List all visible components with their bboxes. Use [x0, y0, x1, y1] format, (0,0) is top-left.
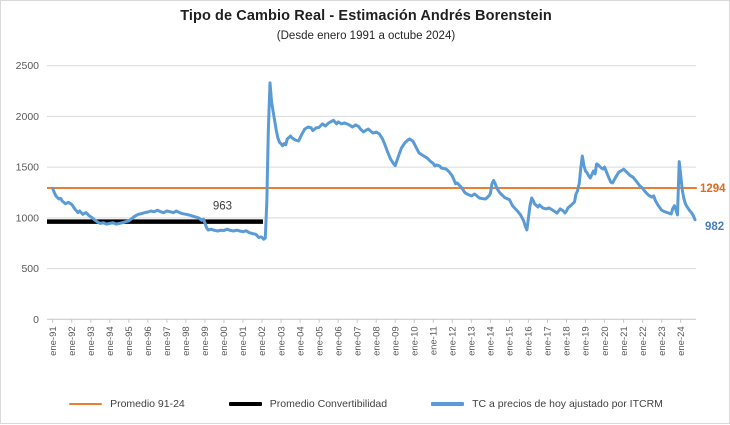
- y-tick-label: 1500: [16, 162, 40, 174]
- x-tick-label: ene-19: [581, 326, 592, 356]
- x-tick-label: ene-93: [86, 326, 97, 356]
- legend: Promedio 91-24 Promedio Convertibilidad …: [1, 394, 730, 414]
- legend-item-promedio-convertibilidad: Promedio Convertibilidad: [228, 398, 388, 410]
- x-tick-label: ene-96: [143, 326, 154, 356]
- promedio-convertibilidad-value-label: 963: [213, 201, 232, 213]
- x-tick-label: ene-17: [543, 326, 554, 356]
- y-tick-label: 0: [33, 314, 39, 326]
- orange-line-swatch-icon: [69, 403, 103, 405]
- x-tick-label: ene-14: [486, 326, 497, 356]
- x-tick-label: ene-12: [448, 326, 459, 356]
- x-axis-ticks: [52, 319, 682, 323]
- x-tick-label: ene-22: [638, 326, 649, 356]
- x-tick-label: ene-05: [314, 326, 325, 356]
- x-tick-label: ene-07: [352, 326, 363, 356]
- y-tick-label: 1000: [16, 212, 40, 224]
- x-tick-label: ene-13: [467, 326, 478, 356]
- y-axis-labels: 0 500 1000 1500 2000 2500: [16, 60, 40, 326]
- x-tick-label: ene-04: [295, 326, 306, 356]
- legend-label: Promedio 91-24: [110, 398, 185, 410]
- black-line-swatch-icon: [228, 402, 262, 406]
- x-tick-label: ene-09: [390, 326, 401, 356]
- x-tick-label: ene-03: [276, 326, 287, 356]
- legend-label: Promedio Convertibilidad: [269, 398, 388, 410]
- x-tick-label: ene-02: [257, 326, 268, 356]
- x-tick-label: ene-16: [524, 326, 535, 356]
- x-tick-label: ene-99: [200, 326, 211, 356]
- x-tick-label: ene-18: [562, 326, 573, 356]
- x-tick-label: ene-21: [619, 326, 630, 356]
- x-tick-label: ene-98: [181, 326, 192, 356]
- x-tick-label: ene-95: [124, 326, 135, 356]
- x-tick-label: ene-06: [333, 326, 344, 356]
- legend-item-tc-itcrm: TC a precios de hoy ajustado por ITCRM: [431, 398, 663, 410]
- y-tick-label: 2500: [16, 60, 40, 72]
- x-tick-label: ene-08: [371, 326, 382, 356]
- y-tick-label: 2000: [16, 111, 40, 123]
- blue-line-swatch-icon: [431, 402, 465, 406]
- x-tick-label: ene-91: [48, 326, 59, 356]
- legend-label: TC a precios de hoy ajustado por ITCRM: [472, 398, 663, 410]
- x-tick-label: ene-20: [600, 326, 611, 356]
- y-tick-label: 500: [21, 263, 39, 275]
- tc-itcrm-line: [51, 81, 697, 241]
- x-tick-label: ene-94: [105, 326, 116, 356]
- chart-subtitle: (Desde enero 1991 a octube 2024): [276, 30, 456, 42]
- x-axis-labels: ene-91 ene-92 ene-93 ene-94 ene-95 ene-96 ene-…: [48, 326, 687, 356]
- x-tick-label: ene-15: [505, 326, 516, 356]
- gridlines: [47, 65, 696, 320]
- last-value-label: 982: [705, 221, 724, 233]
- x-tick-label: ene-97: [162, 326, 173, 356]
- x-tick-label: ene-23: [657, 326, 668, 356]
- x-tick-label: ene-01: [238, 326, 249, 356]
- promedio-91-24-value-label: 1294: [700, 183, 726, 195]
- legend-item-promedio-91-24: Promedio 91-24: [69, 398, 185, 410]
- x-tick-label: ene-92: [67, 326, 78, 356]
- x-tick-label: ene-24: [676, 326, 687, 356]
- chart-title: Tipo de Cambio Real - Estimación Andrés …: [180, 8, 552, 24]
- x-tick-label: ene-10: [409, 326, 420, 356]
- x-tick-label: ene-11: [429, 326, 440, 355]
- x-tick-label: ene-00: [219, 326, 230, 356]
